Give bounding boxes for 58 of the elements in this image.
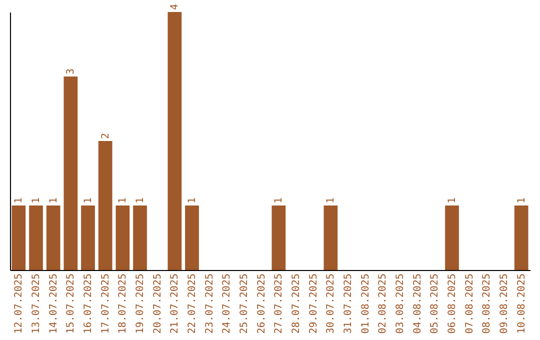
x-tick-label: 24.07.2025 — [222, 274, 233, 334]
data-label: 1 — [135, 197, 146, 204]
x-tick-label: 09.08.2025 — [499, 274, 510, 334]
bar — [272, 206, 286, 270]
bar — [12, 206, 26, 270]
data-label: 1 — [447, 197, 458, 204]
x-tick-label: 12.07.2025 — [14, 274, 25, 334]
data-label: 1 — [187, 197, 198, 204]
x-tick-label: 30.07.2025 — [326, 274, 337, 334]
data-label: 1 — [516, 197, 528, 204]
x-tick-label: 19.07.2025 — [135, 274, 146, 334]
x-tick-label: 26.07.2025 — [256, 274, 268, 334]
data-label: 1 — [274, 197, 285, 204]
data-label: 1 — [118, 197, 129, 204]
x-tick-label: 05.08.2025 — [430, 274, 441, 334]
x-tick-label: 15.07.2025 — [66, 274, 77, 334]
data-label: 1 — [31, 197, 42, 204]
x-tick-label: 22.07.2025 — [187, 274, 198, 334]
bar — [185, 206, 199, 270]
data-label: 3 — [66, 68, 77, 74]
x-tick-label: 31.07.2025 — [343, 274, 354, 334]
data-label: 1 — [14, 197, 25, 204]
bar — [64, 76, 78, 270]
x-tick-label: 20.07.2025 — [152, 274, 164, 334]
x-tick-label: 27.07.2025 — [274, 274, 285, 334]
x-tick-label: 10.08.2025 — [516, 274, 528, 334]
bar — [168, 12, 182, 270]
x-tick-label: 16.07.2025 — [83, 274, 94, 334]
x-tick-label: 25.07.2025 — [239, 274, 250, 334]
data-label: 1 — [326, 197, 337, 204]
x-tick-label: 13.07.2025 — [31, 274, 42, 334]
data-label: 1 — [48, 197, 60, 204]
bar — [514, 206, 528, 270]
bar — [81, 206, 95, 270]
bar — [133, 206, 147, 270]
x-tick-label: 06.08.2025 — [447, 274, 458, 334]
x-tick-label: 01.08.2025 — [360, 274, 372, 334]
x-tick-label: 03.08.2025 — [395, 274, 406, 334]
x-tick-label: 29.07.2025 — [308, 274, 320, 334]
x-tick-label: 07.08.2025 — [464, 274, 476, 334]
data-label: 1 — [83, 197, 94, 204]
x-tick-label: 02.08.2025 — [378, 274, 389, 334]
bar — [324, 206, 338, 270]
data-label: 2 — [100, 132, 112, 139]
x-tick-label: 23.07.2025 — [204, 274, 216, 334]
x-tick-label: 28.07.2025 — [291, 274, 302, 334]
x-tick-label: 17.07.2025 — [100, 274, 112, 334]
x-tick-label: 04.08.2025 — [412, 274, 424, 334]
x-tick-label: 18.07.2025 — [118, 274, 129, 334]
bar — [29, 206, 43, 270]
x-tick-label: 14.07.2025 — [48, 274, 60, 334]
x-tick-label: 21.07.2025 — [170, 274, 181, 334]
data-label: 4 — [170, 4, 181, 10]
bar — [445, 206, 459, 270]
bar — [46, 206, 60, 270]
bar — [116, 206, 130, 270]
bar — [98, 141, 112, 270]
x-tick-label: 08.08.2025 — [482, 274, 493, 334]
